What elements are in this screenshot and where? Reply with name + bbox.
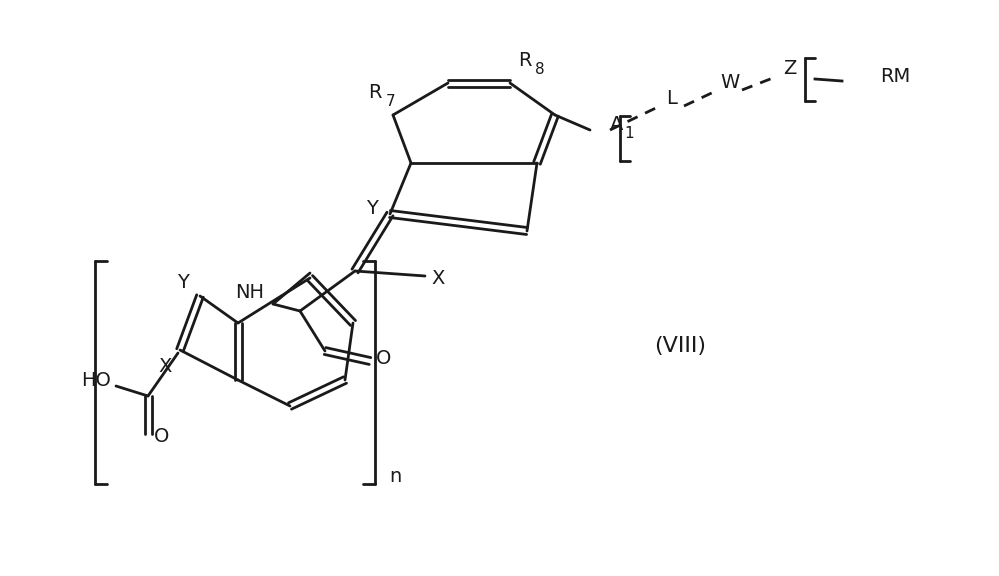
Text: RM: RM bbox=[880, 66, 910, 85]
Text: R: R bbox=[518, 51, 531, 70]
Text: A: A bbox=[610, 116, 623, 135]
Text: X: X bbox=[432, 268, 445, 287]
Text: L: L bbox=[666, 89, 677, 108]
Text: (VIII): (VIII) bbox=[654, 336, 706, 356]
Text: R: R bbox=[369, 84, 382, 103]
Text: O: O bbox=[154, 426, 170, 445]
Text: Y: Y bbox=[177, 274, 189, 293]
Text: O: O bbox=[377, 350, 392, 369]
Text: 7: 7 bbox=[387, 94, 396, 109]
Text: Z: Z bbox=[783, 59, 796, 78]
Text: W: W bbox=[720, 73, 739, 92]
Text: NH: NH bbox=[236, 283, 265, 302]
Text: X: X bbox=[158, 357, 172, 376]
Text: 1: 1 bbox=[624, 127, 633, 142]
Text: 8: 8 bbox=[535, 63, 544, 78]
Text: n: n bbox=[389, 467, 402, 486]
Text: Y: Y bbox=[366, 199, 378, 218]
Text: HO: HO bbox=[81, 372, 111, 391]
